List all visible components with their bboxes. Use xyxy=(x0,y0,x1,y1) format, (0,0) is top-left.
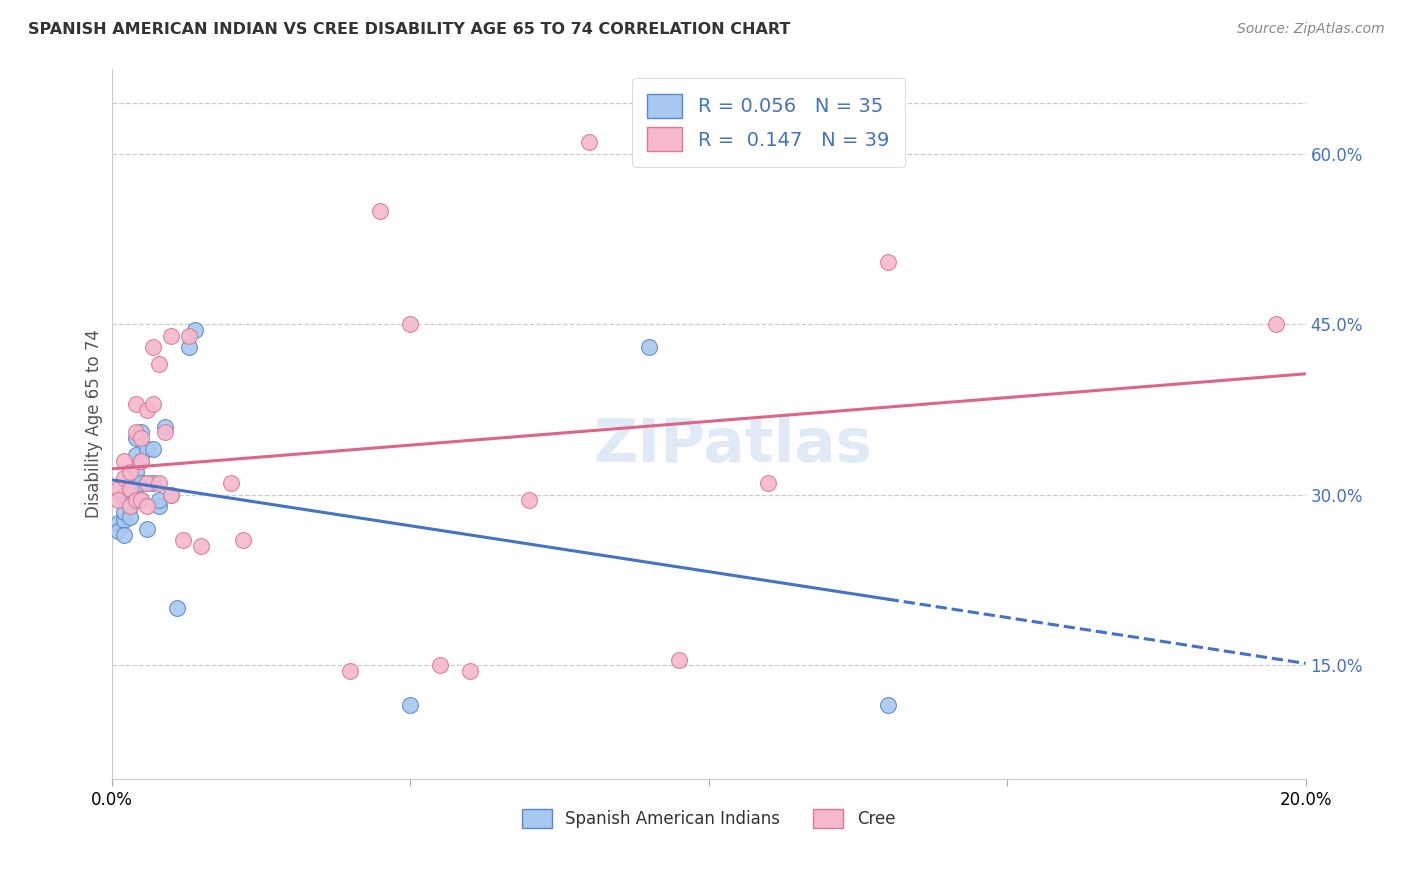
Point xyxy=(190,539,212,553)
Point xyxy=(136,402,159,417)
Point xyxy=(179,340,201,354)
Point xyxy=(876,254,898,268)
Point xyxy=(155,419,177,434)
Point xyxy=(107,516,129,531)
Point xyxy=(136,476,159,491)
Point xyxy=(124,448,146,462)
Point xyxy=(118,510,141,524)
Point xyxy=(118,476,141,491)
Point xyxy=(160,488,183,502)
Point xyxy=(118,465,141,479)
Point xyxy=(118,499,141,513)
Point xyxy=(112,527,135,541)
Point xyxy=(124,425,146,440)
Point xyxy=(876,698,898,712)
Point xyxy=(172,533,194,548)
Point xyxy=(578,136,600,150)
Point xyxy=(112,505,135,519)
Point xyxy=(131,493,153,508)
Point xyxy=(131,476,153,491)
Point xyxy=(219,476,242,491)
Point xyxy=(142,397,165,411)
Point xyxy=(118,499,141,513)
Point xyxy=(155,425,177,440)
Point xyxy=(107,482,129,496)
Point xyxy=(148,357,170,371)
Point xyxy=(131,425,153,440)
Point xyxy=(668,652,690,666)
Point xyxy=(124,397,146,411)
Point xyxy=(166,601,188,615)
Point xyxy=(112,453,135,467)
Point xyxy=(112,471,135,485)
Point xyxy=(136,499,159,513)
Text: Source: ZipAtlas.com: Source: ZipAtlas.com xyxy=(1237,22,1385,37)
Point xyxy=(142,476,165,491)
Point xyxy=(160,328,183,343)
Point xyxy=(107,524,129,538)
Point xyxy=(131,453,153,467)
Point xyxy=(184,323,207,337)
Point xyxy=(399,318,422,332)
Point xyxy=(148,493,170,508)
Point xyxy=(112,488,135,502)
Point xyxy=(519,493,541,508)
Point xyxy=(136,442,159,457)
Point xyxy=(131,453,153,467)
Point xyxy=(142,340,165,354)
Point xyxy=(124,493,146,508)
Point xyxy=(160,488,183,502)
Point xyxy=(112,493,135,508)
Point xyxy=(429,658,451,673)
Point xyxy=(131,493,153,508)
Point xyxy=(124,493,146,508)
Point xyxy=(148,499,170,513)
Point xyxy=(339,664,361,678)
Text: ZIPatlas: ZIPatlas xyxy=(593,416,872,475)
Point xyxy=(756,476,779,491)
Point xyxy=(1264,318,1286,332)
Y-axis label: Disability Age 65 to 74: Disability Age 65 to 74 xyxy=(86,329,103,518)
Point xyxy=(136,522,159,536)
Point xyxy=(124,431,146,445)
Point xyxy=(458,664,481,678)
Legend: Spanish American Indians, Cree: Spanish American Indians, Cree xyxy=(515,802,903,835)
Point xyxy=(112,513,135,527)
Point xyxy=(179,328,201,343)
Point xyxy=(232,533,254,548)
Point xyxy=(148,476,170,491)
Point xyxy=(368,203,391,218)
Text: SPANISH AMERICAN INDIAN VS CREE DISABILITY AGE 65 TO 74 CORRELATION CHART: SPANISH AMERICAN INDIAN VS CREE DISABILI… xyxy=(28,22,790,37)
Point xyxy=(142,442,165,457)
Point xyxy=(124,465,146,479)
Point xyxy=(118,482,141,496)
Point xyxy=(118,471,141,485)
Point xyxy=(399,698,422,712)
Point xyxy=(118,482,141,496)
Point xyxy=(638,340,661,354)
Point xyxy=(131,431,153,445)
Point xyxy=(136,476,159,491)
Point xyxy=(107,493,129,508)
